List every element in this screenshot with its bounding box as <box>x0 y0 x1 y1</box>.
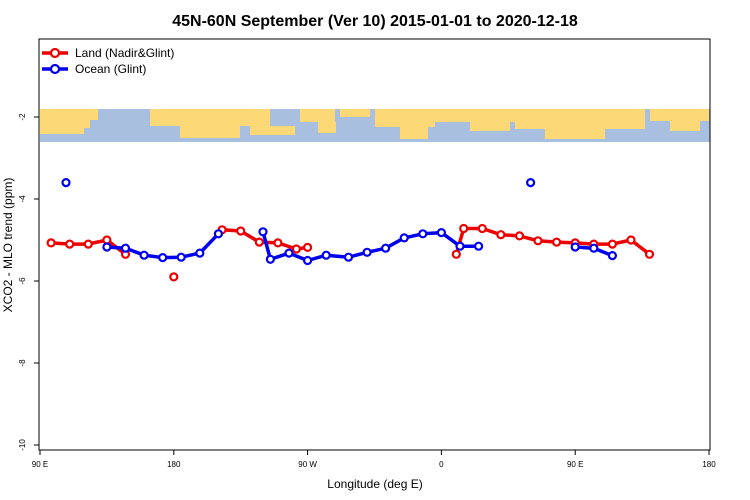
x-tick-label: 180 <box>702 460 716 469</box>
data-point <box>158 253 168 263</box>
data-point <box>362 247 372 257</box>
x-tick-label: 0 <box>439 460 444 469</box>
data-point <box>258 227 268 237</box>
data-point <box>436 228 446 238</box>
data-point <box>474 241 484 251</box>
data-point <box>284 248 294 258</box>
data-point <box>291 244 301 254</box>
map-land <box>375 109 435 127</box>
data-point <box>418 229 428 239</box>
map-land <box>400 127 428 139</box>
x-tick-label: 90 E <box>567 460 583 469</box>
data-point <box>343 252 354 262</box>
map-land <box>470 122 510 131</box>
data-point <box>626 235 636 245</box>
legend-label: Ocean (Glint) <box>75 62 146 76</box>
data-point <box>589 243 599 253</box>
data-point <box>213 229 223 239</box>
data-point <box>496 230 506 240</box>
data-point <box>514 231 525 241</box>
x-tick-label: 180 <box>167 460 181 469</box>
data-point <box>459 223 469 234</box>
legend-label: Land (Nadir&Glint) <box>75 46 174 60</box>
data-point <box>65 239 75 249</box>
data-point <box>303 255 313 266</box>
y-tick-label: -8 <box>18 359 27 367</box>
data-point <box>176 252 186 262</box>
data-point <box>451 249 461 259</box>
data-point <box>139 250 149 260</box>
data-point <box>254 237 264 247</box>
map-land <box>150 109 270 126</box>
legend-item: Land (Nadir&Glint) <box>42 46 174 60</box>
map-land <box>435 109 515 122</box>
legend: Land (Nadir&Glint) Ocean (Glint) <box>42 46 174 76</box>
series-land <box>46 223 655 282</box>
data-point <box>102 242 112 252</box>
map-land <box>515 109 645 129</box>
data-point <box>525 178 536 188</box>
data-point <box>265 254 275 264</box>
map-land <box>650 109 709 121</box>
legend-swatch-marker <box>49 63 61 75</box>
map-land <box>40 128 84 134</box>
data-point <box>399 233 409 243</box>
map-land <box>40 109 98 120</box>
data-point <box>570 242 580 252</box>
series-layer <box>46 178 655 282</box>
map-land <box>340 109 370 117</box>
data-point <box>477 223 487 234</box>
y-axis: -2 -4 -6 -8 -10 <box>18 113 39 451</box>
data-point <box>120 243 131 253</box>
x-tick-label: 90 W <box>298 460 317 469</box>
map-land <box>250 126 295 135</box>
data-point <box>236 226 246 236</box>
y-tick-label: -2 <box>18 113 27 121</box>
map-land <box>670 121 700 131</box>
data-point <box>303 242 313 252</box>
map-land <box>180 126 240 138</box>
data-point <box>169 272 179 282</box>
y-tick-label: -4 <box>18 195 27 203</box>
chart-title: 45N-60N September (Ver 10) 2015-01-01 to… <box>172 13 578 30</box>
map-land <box>300 109 335 122</box>
plot-frame <box>38 38 711 451</box>
x-axis-label: Longitude (deg E) <box>327 477 422 491</box>
data-point <box>83 239 93 249</box>
world-map-band <box>40 109 710 142</box>
data-point <box>607 251 618 261</box>
legend-item: Ocean (Glint) <box>42 62 146 76</box>
data-point <box>551 237 562 247</box>
data-point <box>607 239 618 249</box>
y-axis-label: XCO2 - MLO trend (ppm) <box>1 178 15 313</box>
data-point <box>381 243 391 253</box>
data-point <box>321 250 331 260</box>
data-point <box>195 248 205 258</box>
map-land <box>40 120 90 128</box>
data-point <box>61 178 71 188</box>
data-point <box>644 249 655 259</box>
series-ocean <box>61 178 618 266</box>
data-point <box>533 236 543 246</box>
legend-swatch-marker <box>49 47 61 59</box>
y-tick-label: -10 <box>18 439 27 451</box>
y-tick-label: -6 <box>18 277 27 285</box>
data-point <box>273 238 283 248</box>
data-point <box>46 238 56 248</box>
x-tick-label: 90 E <box>32 460 48 469</box>
data-point <box>455 241 465 251</box>
map-land <box>545 129 605 139</box>
map-land <box>318 122 336 133</box>
x-axis: 90 E 180 90 W 0 90 E 180 <box>32 450 716 469</box>
